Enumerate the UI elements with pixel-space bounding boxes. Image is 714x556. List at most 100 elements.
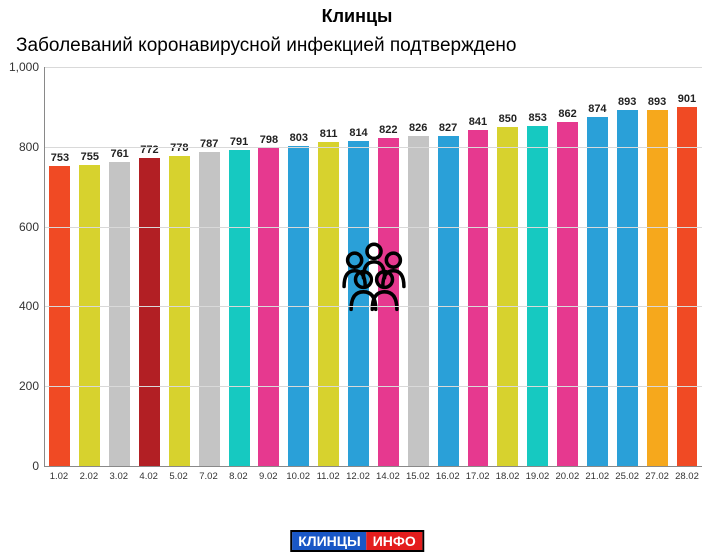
bar-value-label: 874	[588, 103, 606, 115]
bar: 901	[677, 107, 698, 466]
x-tick-label: 27.02	[642, 467, 672, 487]
x-tick-label: 20.02	[552, 467, 582, 487]
y-tick-label: 200	[19, 379, 45, 393]
x-tick-label: 11.02	[313, 467, 343, 487]
x-tick-label: 5.02	[164, 467, 194, 487]
grid-line	[45, 306, 702, 307]
bar: 791	[229, 150, 250, 466]
bar: 822	[378, 138, 399, 466]
bar-value-label: 811	[320, 128, 338, 140]
bar-slot: 853	[523, 67, 553, 466]
chart-area: 753 755 761 772 778 787 791 798 803 811 814 822 826 8…	[44, 67, 702, 487]
y-tick-label: 800	[19, 140, 45, 154]
footer-logo: КЛИНЦЫ ИНФО	[290, 530, 424, 552]
bar-value-label: 787	[200, 138, 218, 150]
bar: 753	[49, 166, 70, 466]
bar: 778	[169, 156, 190, 466]
x-tick-label: 10.02	[283, 467, 313, 487]
bar-slot: 791	[224, 67, 254, 466]
bar: 893	[617, 110, 638, 466]
bar-value-label: 901	[678, 93, 696, 105]
bar: 850	[497, 127, 518, 466]
bar-value-label: 822	[379, 124, 397, 136]
bar: 853	[527, 126, 548, 466]
bar: 814	[348, 141, 369, 466]
plot-area: 753 755 761 772 778 787 791 798 803 811 814 822 826 8…	[44, 67, 702, 467]
x-tick-label: 19.02	[523, 467, 553, 487]
x-tick-label: 2.02	[74, 467, 104, 487]
bar: 787	[199, 152, 220, 466]
y-tick-label: 600	[19, 220, 45, 234]
bars-container: 753 755 761 772 778 787 791 798 803 811 814 822 826 8…	[45, 67, 702, 466]
bar-value-label: 862	[558, 108, 576, 120]
bar: 761	[109, 162, 130, 466]
bar: 862	[557, 122, 578, 466]
bar-slot: 803	[284, 67, 314, 466]
bar-slot: 787	[194, 67, 224, 466]
bar-slot: 753	[45, 67, 75, 466]
bar-slot: 893	[612, 67, 642, 466]
bar-slot: 814	[344, 67, 374, 466]
x-tick-label: 25.02	[612, 467, 642, 487]
x-tick-label: 18.02	[493, 467, 523, 487]
bar-slot: 798	[254, 67, 284, 466]
x-axis-labels: 1.022.023.024.025.027.028.029.0210.0211.…	[44, 467, 702, 487]
logo-part-a: КЛИНЦЫ	[292, 532, 366, 550]
bar-value-label: 755	[81, 151, 99, 163]
bar-value-label: 803	[290, 132, 308, 144]
bar-slot: 893	[642, 67, 672, 466]
x-tick-label: 14.02	[373, 467, 403, 487]
x-tick-label: 21.02	[582, 467, 612, 487]
bar-slot: 850	[493, 67, 523, 466]
chart-subtitle: Заболеваний коронавирусной инфекцией под…	[16, 35, 714, 57]
x-tick-label: 12.02	[343, 467, 373, 487]
bar: 841	[468, 130, 489, 466]
bar-slot: 755	[75, 67, 105, 466]
bar: 755	[79, 165, 100, 466]
x-tick-label: 4.02	[134, 467, 164, 487]
bar-value-label: 853	[528, 112, 546, 124]
bar: 826	[408, 136, 429, 466]
bar-slot: 862	[553, 67, 583, 466]
bar: 811	[318, 142, 339, 466]
grid-line	[45, 67, 702, 68]
bar-slot: 761	[105, 67, 135, 466]
bar-value-label: 893	[618, 96, 636, 108]
bar-slot: 841	[463, 67, 493, 466]
x-tick-label: 1.02	[44, 467, 74, 487]
y-tick-label: 400	[19, 299, 45, 313]
bar-slot: 826	[403, 67, 433, 466]
bar: 893	[647, 110, 668, 466]
bar-slot: 772	[135, 67, 165, 466]
bar-slot: 901	[672, 67, 702, 466]
chart-title: Клинцы	[0, 6, 714, 27]
bar-slot: 874	[582, 67, 612, 466]
x-tick-label: 7.02	[194, 467, 224, 487]
bar-value-label: 850	[499, 113, 517, 125]
x-tick-label: 9.02	[253, 467, 283, 487]
y-tick-label: 1,000	[9, 60, 45, 74]
bar-slot: 827	[433, 67, 463, 466]
x-tick-label: 15.02	[403, 467, 433, 487]
bar: 827	[438, 136, 459, 466]
bar-slot: 822	[373, 67, 403, 466]
bar: 874	[587, 117, 608, 466]
bar-value-label: 827	[439, 122, 457, 134]
x-tick-label: 17.02	[463, 467, 493, 487]
bar-value-label: 798	[260, 134, 278, 146]
bar-value-label: 772	[140, 144, 158, 156]
bar-slot: 811	[314, 67, 344, 466]
bar-slot: 778	[164, 67, 194, 466]
bar-value-label: 841	[469, 116, 487, 128]
x-tick-label: 3.02	[104, 467, 134, 487]
logo-part-b: ИНФО	[367, 532, 422, 550]
bar-value-label: 814	[349, 127, 367, 139]
bar-value-label: 826	[409, 122, 427, 134]
bar-value-label: 893	[648, 96, 666, 108]
x-tick-label: 8.02	[223, 467, 253, 487]
x-tick-label: 16.02	[433, 467, 463, 487]
bar: 772	[139, 158, 160, 466]
grid-line	[45, 227, 702, 228]
bar-value-label: 753	[51, 152, 69, 164]
grid-line	[45, 147, 702, 148]
